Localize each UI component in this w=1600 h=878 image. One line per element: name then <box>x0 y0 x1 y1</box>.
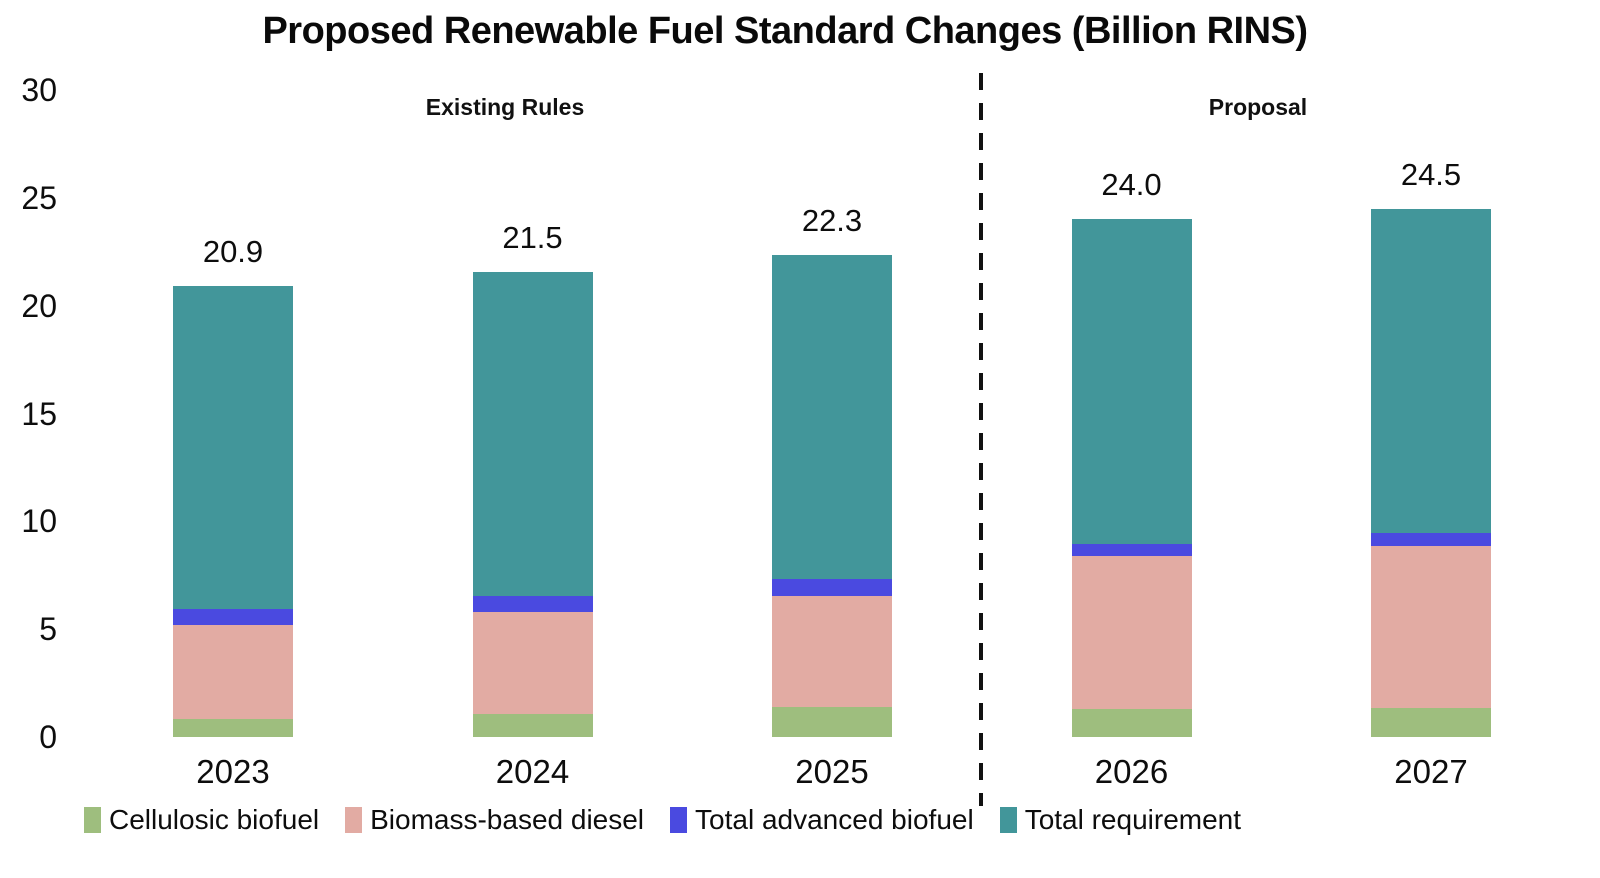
y-tick-label-0: 0 <box>39 719 57 755</box>
bar-2024-segment-total-advanced-biofuel <box>472 595 593 612</box>
bar-2027-segment-total-requirement <box>1371 209 1491 533</box>
bar-2026-segment-total-requirement <box>1071 219 1192 544</box>
bar-2025-segment-total-requirement <box>772 255 892 579</box>
legend-item-total-requirement: Total requirement <box>999 804 1242 836</box>
legend-item-biomass-based-diesel: Biomass-based diesel <box>345 804 644 836</box>
y-tick-label-10: 10 <box>21 503 57 540</box>
y-tick-label-25: 25 <box>21 179 57 216</box>
legend-swatch-icon <box>999 807 1017 833</box>
legend: Cellulosic biofuel Biomass-based diesel To… <box>84 804 1241 836</box>
legend-label: Biomass-based diesel <box>370 804 645 835</box>
divider-dashed-line <box>979 73 983 806</box>
x-tick-label-2027: 2027 <box>1394 753 1468 790</box>
legend-label: Total advanced biofuel <box>695 804 974 835</box>
bar-total-label-2023: 20.9 <box>202 234 264 270</box>
bar-2026-segment-biomass-based-diesel <box>1071 555 1192 709</box>
y-tick-label-30: 30 <box>21 72 57 108</box>
legend-label: Cellulosic biofuel <box>109 804 320 835</box>
bar-2026-segment-total-advanced-biofuel <box>1071 543 1192 556</box>
chart-title: Proposed Renewable Fuel Standard Changes… <box>262 10 1308 52</box>
bar-2025-segment-biomass-based-diesel <box>772 595 892 708</box>
bar-2024-segment-cellulosic-biofuel <box>472 713 593 737</box>
legend-label: Total requirement <box>1024 804 1242 835</box>
bar-2025-segment-total-advanced-biofuel <box>772 578 892 596</box>
legend-swatch-icon <box>84 807 101 833</box>
bar-2025-segment-cellulosic-biofuel <box>772 707 892 737</box>
y-tick-label-15: 15 <box>21 395 57 432</box>
legend-swatch-icon <box>670 807 688 833</box>
bar-2023-segment-total-requirement <box>173 286 293 609</box>
bar-2024-segment-biomass-based-diesel <box>472 611 593 714</box>
bar-total-label-2025: 22.3 <box>801 203 863 239</box>
bar-2027-segment-cellulosic-biofuel <box>1371 707 1491 737</box>
x-tick-label-2023: 2023 <box>196 753 270 790</box>
section-label-proposal: Proposal <box>1208 94 1308 120</box>
x-tick-label-2025: 2025 <box>795 753 869 790</box>
bar-2023-segment-cellulosic-biofuel <box>173 718 293 737</box>
y-tick-label-5: 5 <box>39 611 57 648</box>
bar-2023-segment-biomass-based-diesel <box>173 624 293 719</box>
legend-item-total-advanced-biofuel: Total advanced biofuel <box>670 804 974 836</box>
bar-2024-segment-total-requirement <box>472 272 593 596</box>
bar-2026-segment-cellulosic-biofuel <box>1071 708 1192 737</box>
bar-2027-segment-total-advanced-biofuel <box>1371 532 1491 546</box>
bar-total-label-2024: 21.5 <box>502 220 563 256</box>
bar-2027-segment-biomass-based-diesel <box>1371 545 1491 708</box>
x-tick-label-2024: 2024 <box>495 753 570 790</box>
bar-total-label-2027: 24.5 <box>1400 157 1462 193</box>
section-label-existing-rules: Existing Rules <box>425 94 585 120</box>
bar-2023-segment-total-advanced-biofuel <box>173 608 293 625</box>
x-tick-label-2026: 2026 <box>1094 753 1169 790</box>
bar-total-label-2026: 24.0 <box>1101 167 1162 203</box>
legend-swatch-icon <box>345 807 363 833</box>
legend-item-cellulosic-biofuel: Cellulosic biofuel <box>84 804 319 836</box>
y-tick-label-20: 20 <box>21 287 57 324</box>
